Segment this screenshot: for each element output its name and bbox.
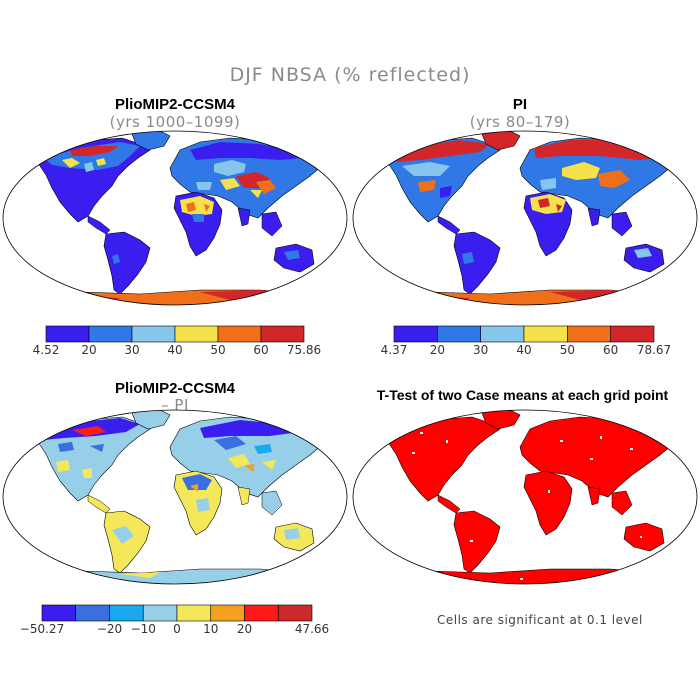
greenland [481,131,521,151]
colorbar-label: 4.37 [380,343,408,357]
colorbar-label: 50 [210,343,226,357]
continent-antarctica [369,568,691,584]
colorbar-label: 60 [253,343,269,357]
panel2-title: PI [512,96,528,113]
colorbar-swatch [88,325,133,343]
colorbar-swatch [176,604,212,622]
map-panel2 [369,131,691,305]
panel3-subtitle: – PI [161,396,189,414]
map-panel1 [19,131,341,305]
map-border-panel4 [352,409,698,585]
colorbar-swatch [174,325,219,343]
colorbar-label: 78.67 [636,343,672,357]
continent-australia [623,243,665,273]
colorbar-swatch [523,325,568,343]
panel4-title: T-Test of two Case means at each grid po… [376,387,669,403]
colorbar-label: −20 [96,622,123,636]
continent-south-america [453,231,501,295]
colorbar-label: 47.66 [294,622,330,636]
colorbar-swatch [131,325,176,343]
colorbar-panel2 [393,325,655,343]
greenland [481,410,521,430]
greenland [131,410,171,430]
continent-africa [523,470,573,536]
continent-south-america [103,510,151,574]
map-panel3 [19,410,341,584]
colorbar-swatch [244,604,279,622]
greenland [131,131,171,151]
colorbar-swatch [142,604,178,622]
colorbar-swatch [45,325,90,343]
continent-south-america [453,510,501,574]
colorbar-label: 20 [429,343,445,357]
colorbar-swatch [260,325,305,343]
panel1-subtitle: (yrs 1000–1099) [109,113,241,131]
colorbar-label: 0 [173,622,181,636]
map-panel4 [369,410,691,584]
continent-antarctica [369,289,691,305]
colorbar-label: 75.86 [286,343,322,357]
colorbar-swatch [75,604,110,622]
colorbar-panel3 [41,604,313,622]
colorbar-label: 30 [473,343,489,357]
colorbar-swatch [610,325,655,343]
colorbar-label: 20 [81,343,97,357]
continent-north-america [383,416,501,502]
colorbar-panel1 [45,325,305,343]
panel2-subtitle: (yrs 80–179) [469,113,571,131]
map-border-panel3 [2,409,348,585]
colorbar-swatch [480,325,525,343]
colorbar-swatch [109,604,144,622]
colorbar-label: 40 [516,343,532,357]
colorbar-swatch [277,604,313,622]
colorbar-label: 40 [167,343,183,357]
continent-antarctica [19,568,341,584]
continent-south-america [103,231,151,295]
figure-title: DJF NBSA (% reflected) [229,64,471,86]
colorbar-label: 30 [124,343,140,357]
colorbar-label: 20 [236,622,253,636]
continent-antarctica [19,289,341,305]
continent-australia [623,522,665,552]
colorbar-swatch [393,325,438,343]
colorbar-label: 10 [203,622,219,636]
map-border-panel2 [352,130,698,306]
map-border-panel1 [2,130,348,306]
colorbar-swatch [217,325,262,343]
significance-note: Cells are significant at 0.1 level [437,613,643,627]
colorbar-label: 60 [603,343,619,357]
panel1-title: PlioMIP2-CCSM4 [114,96,235,113]
panel3-title: PlioMIP2-CCSM4 [114,380,235,397]
colorbar-label: −50.27 [19,622,65,636]
colorbar-swatch [437,325,481,343]
colorbar-label: 4.52 [32,343,60,357]
colorbar-swatch [567,325,611,343]
colorbar-label: −10 [130,622,156,636]
colorbar-swatch [41,604,77,622]
colorbar-label: 50 [559,343,575,357]
colorbar-swatch [210,604,245,622]
